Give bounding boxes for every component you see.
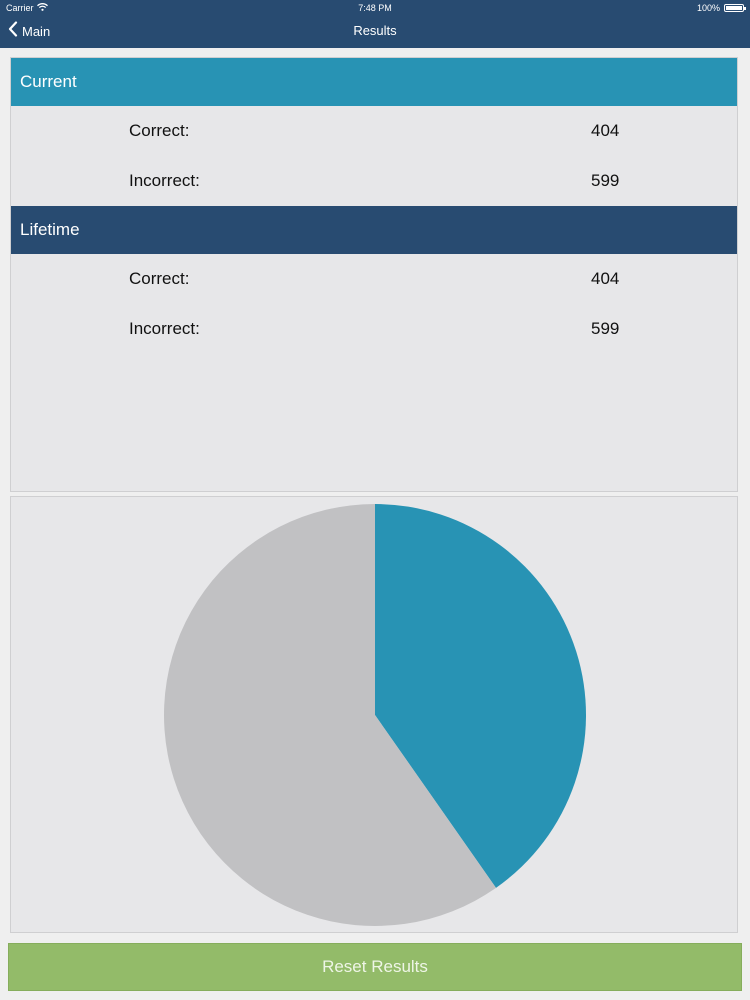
battery-percent: 100% [696,3,720,13]
lifetime-correct-label: Correct: [129,269,190,288]
status-battery-group: 100% [696,0,746,16]
pie-chart [164,504,586,926]
lifetime-incorrect-label: Incorrect: [129,319,200,338]
carrier-label: Carrier [6,3,34,13]
lifetime-incorrect-value: 599 [591,319,620,338]
lifetime-incorrect-row: Incorrect: 599 [11,304,737,354]
lifetime-correct-value: 404 [591,269,620,288]
pie-slice-incorrect [164,504,497,926]
page-title: Results [353,23,397,38]
current-correct-label: Correct: [129,121,190,140]
reset-results-button[interactable]: Reset Results [8,943,742,991]
current-correct-row: Correct: 404 [11,106,737,156]
back-button[interactable]: Main [8,16,50,46]
status-bar: Carrier 7:48 PM 100% [0,0,750,16]
lifetime-section-header: Lifetime [11,206,737,254]
back-label: Main [22,23,51,39]
status-time: 7:48 PM [358,3,392,13]
chart-panel [10,496,738,933]
current-incorrect-value: 599 [591,171,620,190]
lifetime-correct-row: Correct: 404 [11,254,737,304]
current-section-header: Current [11,58,737,106]
wifi-icon [36,0,48,16]
current-incorrect-label: Incorrect: [129,171,200,190]
current-incorrect-row: Incorrect: 599 [11,156,737,206]
current-correct-value: 404 [591,121,620,140]
pie-slice-correct [375,504,586,888]
navigation-bar: Main Results [0,16,750,48]
battery-icon [724,4,746,12]
top-bar: Carrier 7:48 PM 100% Main Results [0,0,750,48]
chevron-left-icon [8,20,18,42]
status-carrier-group: Carrier [6,0,48,16]
results-panel: Current Correct: 404 Incorrect: 599 Life… [10,57,738,492]
